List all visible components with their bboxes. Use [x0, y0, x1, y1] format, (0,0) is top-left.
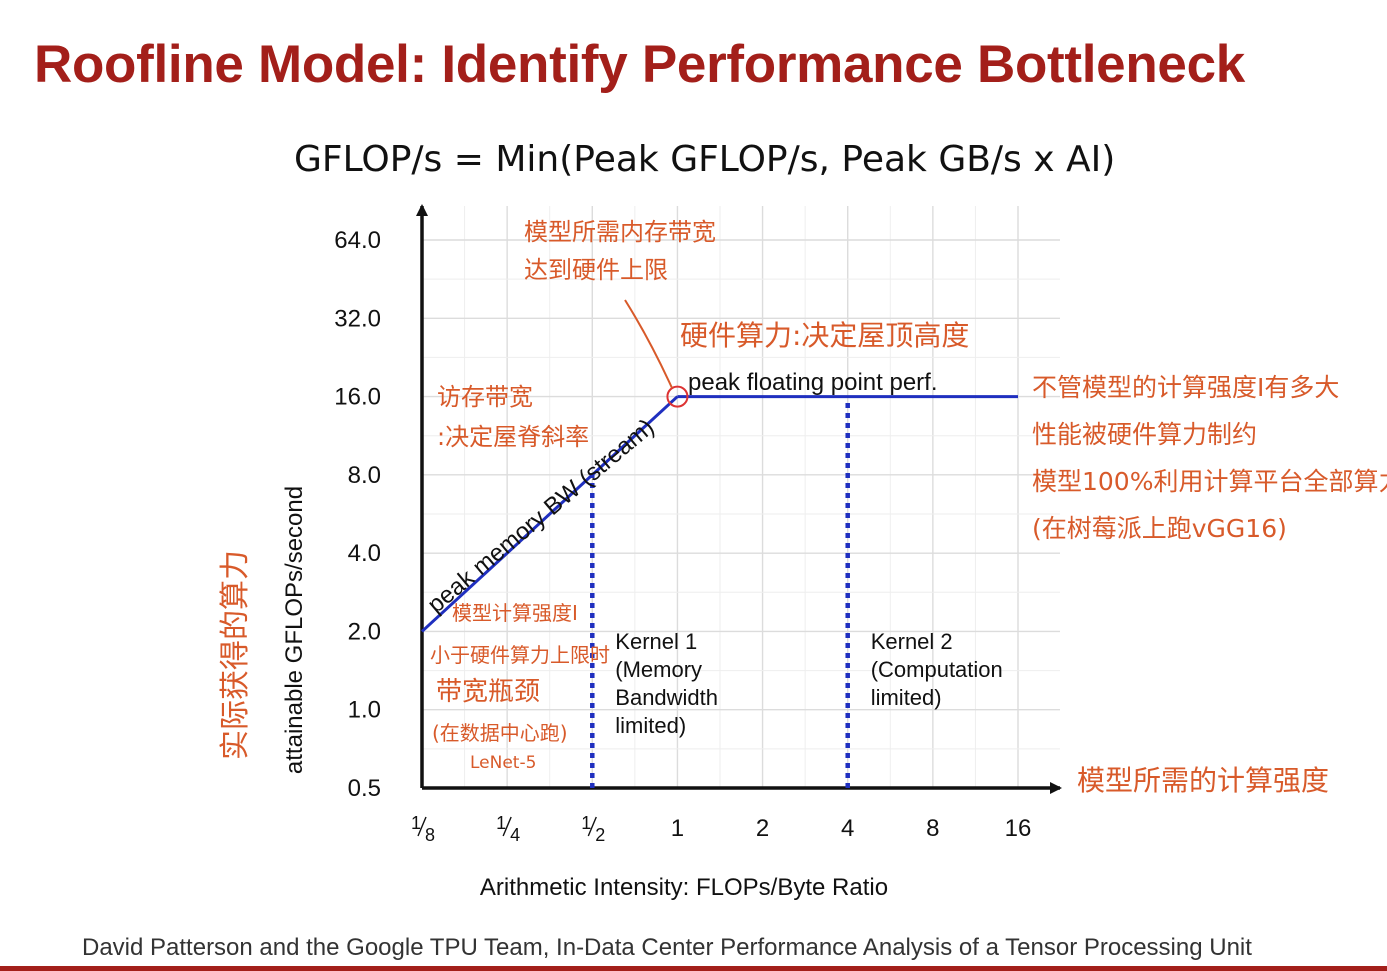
peak-flops-label: peak floating point perf.: [688, 369, 938, 396]
y-tick-label: 16.0: [334, 384, 381, 411]
kernel-2-label: Kernel 2 (Computation limited): [871, 629, 1003, 710]
y-tick-label: 1.0: [348, 697, 381, 724]
note-ridge-line: 模型所需内存带宽: [524, 218, 716, 246]
note-y-axis: 实际获得的算力: [218, 550, 253, 760]
note-compute-bound-line: 性能被硬件算力制约: [1032, 420, 1257, 449]
note-x-axis: 模型所需的计算强度: [1077, 764, 1329, 797]
x-tick-numerator: 1: [581, 813, 591, 833]
kernel-1-label: Kernel 1 (Memory Bandwidth limited): [615, 629, 718, 738]
ridge-point-marker: [666, 385, 689, 408]
note-memory-bound-line: 小于硬件算力上限时: [430, 643, 610, 667]
x-tick-label: 8: [926, 815, 939, 842]
x-axis-title: Arithmetic Intensity: FLOPs/Byte Ratio: [480, 874, 888, 901]
x-tick-fraction-slash: [587, 816, 597, 837]
x-tick-fraction-slash: [417, 816, 427, 837]
note-slope-line: :决定屋脊斜率: [437, 423, 589, 451]
note-memory-bound-line: LeNet-5: [470, 753, 536, 773]
kernel-label-line: limited): [615, 713, 686, 738]
x-tick-label: 4: [841, 815, 854, 842]
x-tick-denominator: 4: [510, 825, 520, 845]
x-tick-fraction: 12: [581, 813, 605, 845]
y-tick-label: 2.0: [348, 618, 381, 645]
memory-bw-line: [420, 395, 679, 633]
note-compute-bound-line: (在树莓派上跑vGG16): [1032, 514, 1287, 543]
x-tick-label: 16: [1005, 815, 1032, 842]
note-compute-bound-line: 模型100%利用计算平台全部算力: [1032, 467, 1387, 496]
kernel-label-line: Kernel 1: [615, 629, 697, 654]
y-tick-label: 32.0: [334, 305, 381, 332]
x-tick-numerator: 1: [411, 813, 421, 833]
y-tick-label: 4.0: [348, 540, 381, 567]
roofline-formula: GFLOP/s = Min(Peak GFLOP/s, Peak GB/s x …: [294, 139, 1116, 180]
citation-footer: David Patterson and the Google TPU Team,…: [82, 934, 1252, 961]
kernel-label-line: Bandwidth: [615, 685, 718, 710]
slide-title: Roofline Model: Identify Performance Bot…: [34, 35, 1245, 94]
x-tick-label: 1: [671, 815, 684, 842]
x-tick-fraction: 14: [496, 813, 520, 845]
note-memory-bound-line: 带宽瓶颈: [436, 677, 540, 707]
y-axis-title: attainable GFLOPs/second: [281, 486, 308, 774]
note-ridge-pointer: [624, 299, 673, 389]
note-memory-bound-line: 模型计算强度I: [452, 601, 578, 625]
kernel-label-line: (Computation: [871, 657, 1003, 682]
x-tick-fraction-slash: [502, 816, 512, 837]
x-tick-denominator: 8: [425, 825, 435, 845]
y-tick-label: 8.0: [348, 462, 381, 489]
bottom-accent-bar: [0, 966, 1387, 971]
kernel-label-line: (Memory: [615, 657, 702, 682]
kernel-label-line: limited): [871, 685, 942, 710]
y-tick-label: 64.0: [334, 227, 381, 254]
x-tick-denominator: 2: [595, 825, 605, 845]
x-tick-numerator: 1: [496, 813, 506, 833]
note-compute-bound-line: 不管模型的计算强度I有多大: [1032, 373, 1339, 402]
note-ridge-line: 达到硬件上限: [524, 256, 668, 284]
x-tick-fraction: 18: [411, 813, 435, 845]
note-memory-bound-line: (在数据中心跑): [432, 721, 568, 745]
note-slope-line: 访存带宽: [437, 383, 533, 411]
kernel-label-line: Kernel 2: [871, 629, 953, 654]
y-tick-label: 0.5: [348, 775, 381, 802]
note-roof-height: 硬件算力:决定屋顶高度: [680, 319, 969, 352]
axes: [416, 204, 1062, 794]
x-tick-label: 2: [756, 815, 769, 842]
